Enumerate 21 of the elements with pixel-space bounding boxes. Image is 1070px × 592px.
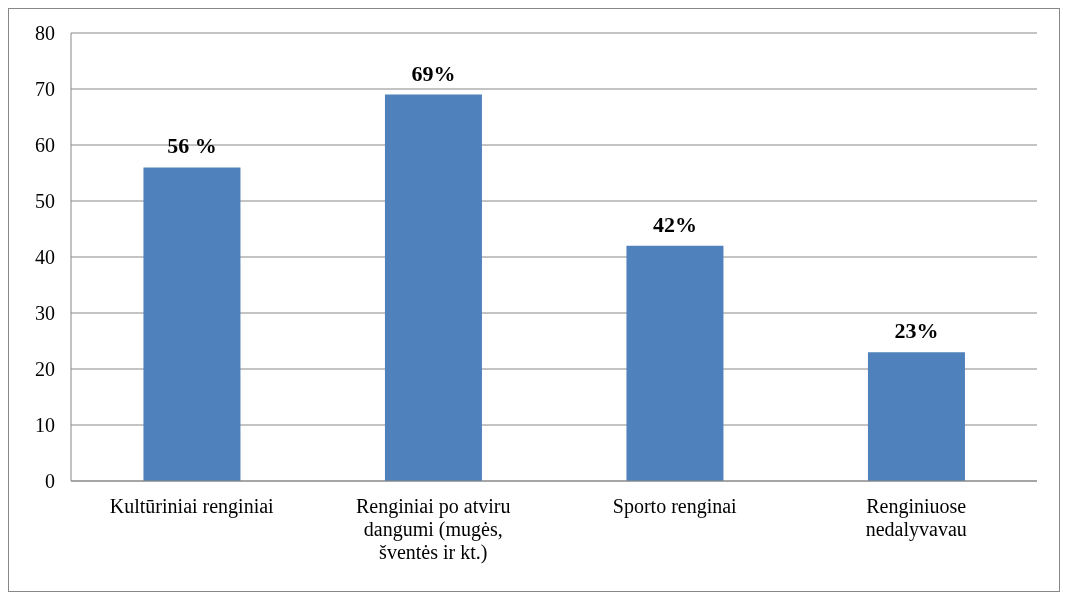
data-label: 56 %	[167, 133, 217, 159]
y-tick-label: 30	[35, 302, 55, 325]
x-tick-label: Sporto renginai	[612, 495, 738, 518]
y-tick-label: 40	[35, 246, 55, 269]
x-tick-label: Renginiuose nedalyvavau	[865, 495, 967, 541]
y-tick-label: 50	[35, 190, 55, 213]
y-tick-label: 20	[35, 358, 55, 381]
y-tick-label: 10	[35, 414, 55, 437]
x-tick-label: Renginiai po atviru dangumi (mugės, šventės ir kt.)	[356, 495, 511, 564]
data-label: 42%	[652, 211, 697, 237]
x-tick-label: Kultūriniai renginiai	[109, 495, 275, 518]
bar	[384, 94, 482, 481]
bar	[626, 245, 724, 481]
y-tick-label: 80	[35, 22, 55, 45]
bar	[867, 352, 965, 481]
data-label: 23%	[894, 318, 939, 344]
bar	[143, 167, 241, 481]
data-label: 69%	[411, 60, 456, 86]
y-tick-label: 70	[35, 78, 55, 101]
y-tick-label: 0	[45, 470, 55, 493]
y-tick-label: 60	[35, 134, 55, 157]
